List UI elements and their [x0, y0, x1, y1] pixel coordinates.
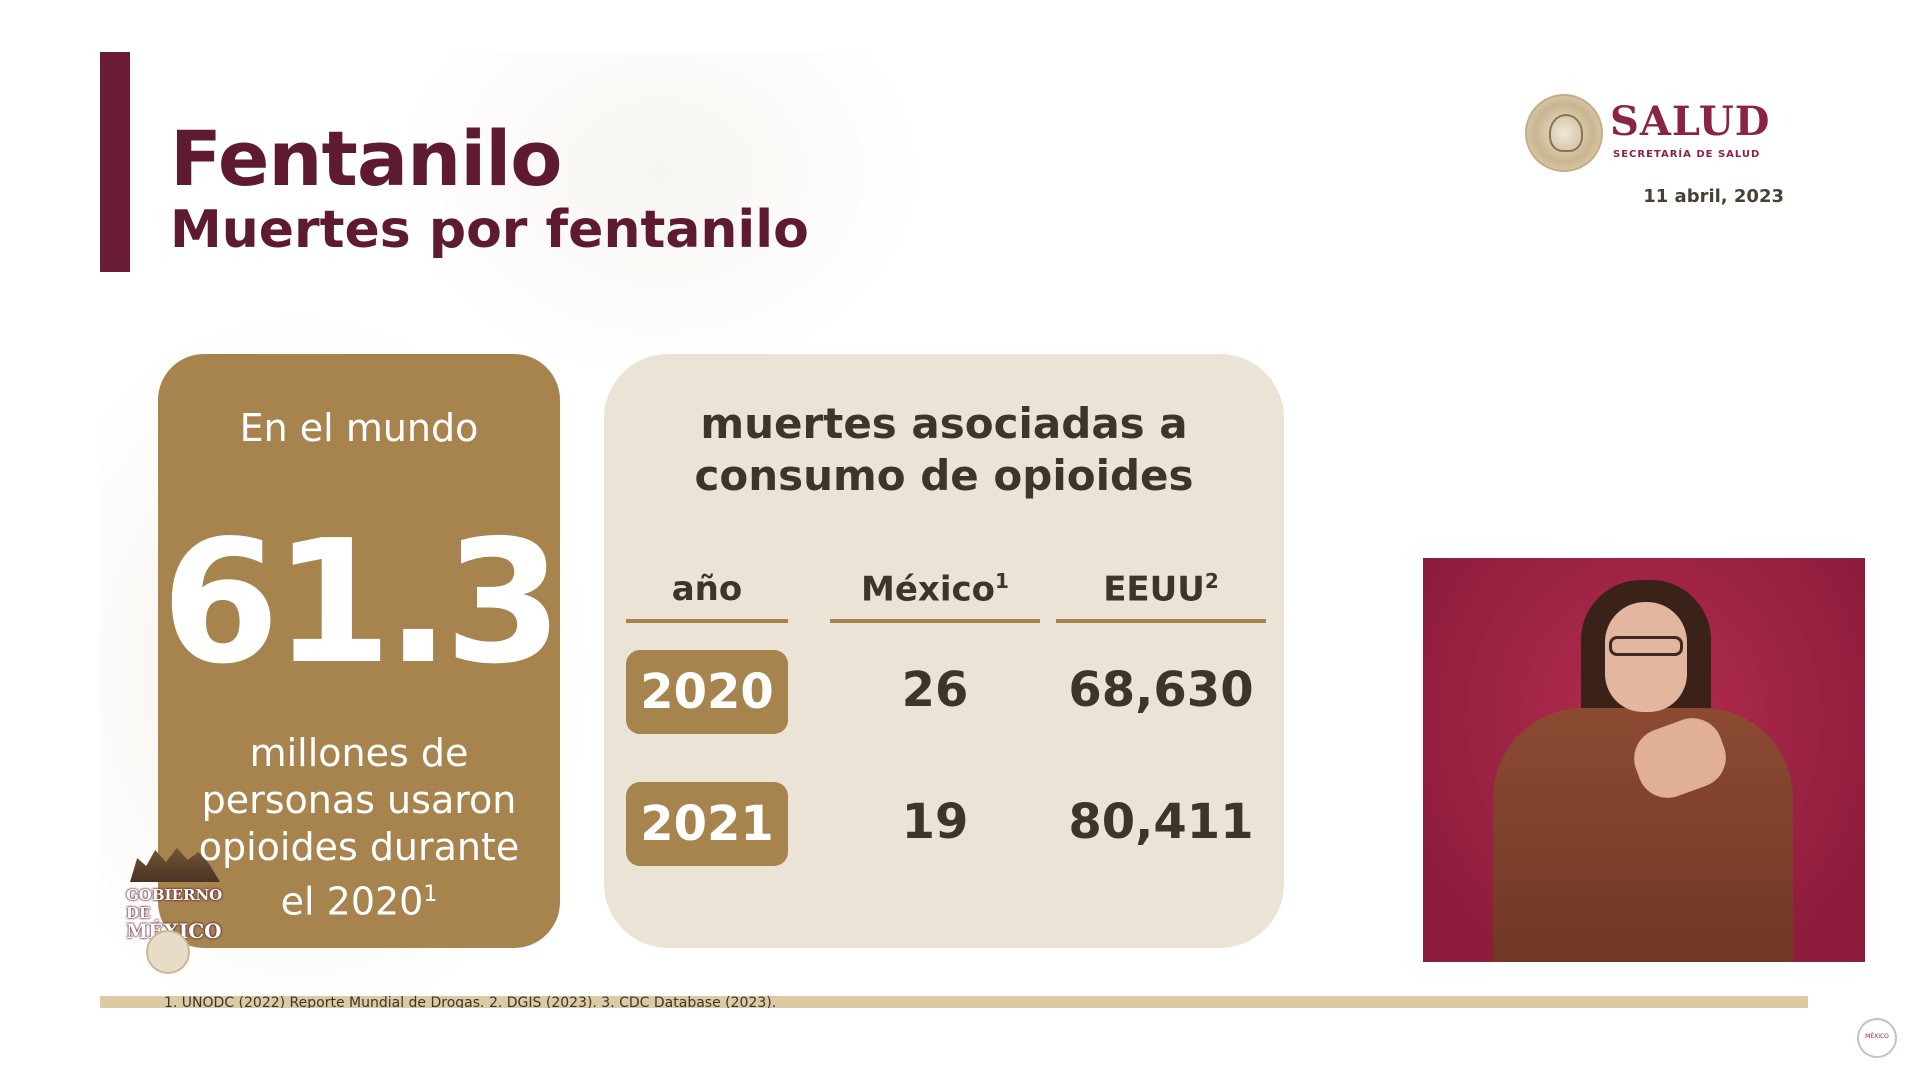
page-title: Fentanilo: [170, 114, 563, 203]
deaths-heading-line1: muertes asociadas a: [700, 399, 1188, 448]
corner-mexico-logo: MÉXICO: [1857, 1018, 1897, 1058]
deaths-heading: muertes asociadas a consumo de opioides: [604, 398, 1284, 502]
logo-word: SALUD: [1610, 98, 1771, 145]
presentation-date: 11 abril, 2023: [1643, 186, 1784, 207]
title-accent-bar: [100, 52, 130, 272]
mexico-value: 19: [901, 794, 969, 850]
gov-logo-line1: GOBIERNO DE: [126, 886, 223, 922]
footer-band: [100, 996, 1808, 1008]
logo-subtitle: SECRETARÍA DE SALUD: [1613, 149, 1761, 160]
sign-language-interpreter-video: [1423, 558, 1865, 962]
column-header-label: México: [861, 569, 996, 610]
year-badge: 2021: [626, 782, 788, 866]
gov-logo-text: GOBIERNO DE MÉXICO: [126, 886, 236, 941]
glasses-icon: [1609, 636, 1683, 656]
footer-sources: 1. UNODC (2022) Reporte Mundial de Droga…: [164, 995, 777, 1008]
salud-logo: SALUD SECRETARÍA DE SALUD: [1525, 94, 1785, 174]
heroes-illustration-icon: [130, 848, 220, 882]
world-label: En el mundo: [239, 406, 479, 450]
slide: Fentanilo Muertes por fentanilo SALUD SE…: [100, 52, 1808, 1008]
world-description-text: millones de personas usaron opioides dur…: [198, 731, 520, 924]
coat-of-arms-icon: [1525, 94, 1603, 172]
column-header-footnote: 2: [1204, 569, 1219, 593]
eeuu-value: 80,411: [1068, 794, 1254, 850]
corner-logo-text: MÉXICO: [1865, 1033, 1889, 1040]
gobierno-mexico-logo: GOBIERNO DE MÉXICO: [126, 842, 236, 974]
world-stat-card: En el mundo 61.3 millones de personas us…: [158, 354, 563, 948]
world-description: millones de personas usaron opioides dur…: [178, 730, 540, 926]
eeuu-value: 68,630: [1068, 662, 1254, 718]
seal-icon: [146, 930, 190, 974]
world-value: 61.3: [161, 504, 562, 702]
page-subtitle: Muertes por fentanilo: [170, 200, 809, 260]
deaths-heading-line2: consumo de opioides: [694, 451, 1194, 500]
column-header-eeuu: EEUU2: [1056, 569, 1266, 624]
column-header-year: año: [626, 569, 788, 623]
column-header-label: EEUU: [1103, 569, 1205, 610]
deaths-card: muertes asociadas a consumo de opioides …: [604, 354, 1284, 948]
year-badge: 2020: [626, 650, 788, 734]
column-header-mexico: México1: [830, 569, 1040, 624]
interpreter-face: [1605, 602, 1687, 712]
column-header-label: año: [671, 569, 743, 609]
world-footnote: 1: [423, 882, 438, 907]
column-header-footnote: 1: [995, 569, 1009, 593]
mexico-value: 26: [901, 662, 969, 718]
